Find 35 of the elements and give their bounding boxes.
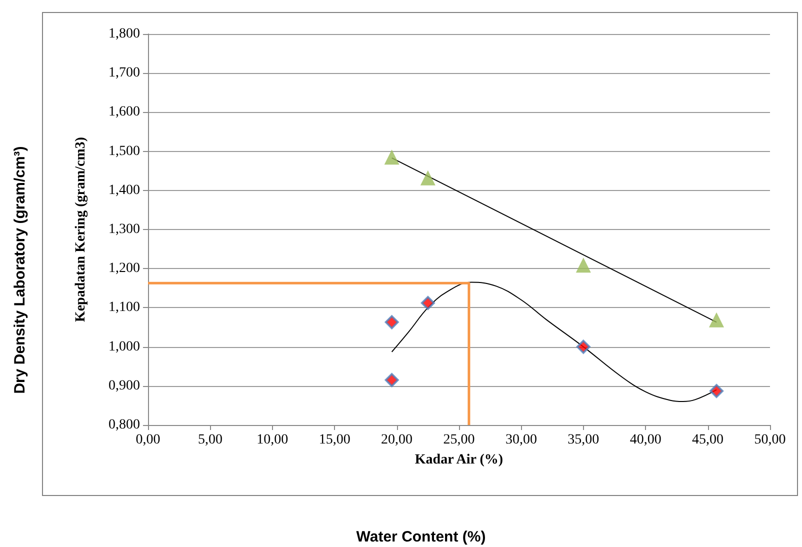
x-tick-label: 25,00	[443, 432, 475, 448]
x-tick-label: 40,00	[630, 432, 662, 448]
text: Water Content (%)	[356, 528, 486, 546]
point	[710, 384, 724, 398]
point	[420, 170, 436, 186]
point	[576, 340, 590, 354]
point	[576, 258, 591, 273]
y-tick-label: 1,800	[108, 26, 140, 42]
x-tick-label: 0,00	[136, 432, 160, 448]
text: Dry Density Laboratory (gram/cm³)	[12, 146, 28, 394]
point	[384, 315, 399, 330]
x-tick-label: 20,00	[381, 432, 413, 448]
x-tick-label: 35,00	[568, 432, 600, 448]
y-tick-label: 1,600	[108, 104, 140, 120]
x-axis-title: Kadar Air (%)	[414, 452, 504, 468]
x-tick-label: 45,00	[692, 432, 724, 448]
x-tick-label: 15,00	[318, 432, 350, 448]
y-tick-label: 1,000	[108, 339, 140, 354]
x-tick-label: 5,00	[198, 432, 222, 448]
y-tick-label: 1,300	[108, 222, 140, 237]
y-tick-label: 1,700	[108, 66, 140, 81]
x-tick-label: 10,00	[256, 432, 288, 448]
point	[709, 312, 724, 328]
y-tick-label: 0,800	[108, 418, 140, 432]
y-tick-label: 0,900	[108, 378, 140, 394]
y-tick-label: 1,400	[108, 182, 140, 198]
x-tick-label: 50,00	[754, 432, 786, 448]
y-tick-label: 1,100	[108, 300, 140, 316]
x-tick-label: 30,00	[505, 432, 537, 448]
point	[420, 296, 435, 310]
point	[384, 373, 399, 388]
y-tick-label: 1,200	[108, 261, 140, 276]
y-axis-title: Kepadatan Kering (gram/cm3)	[74, 136, 88, 322]
y-tick-label: 1,500	[108, 144, 140, 159]
point	[384, 150, 400, 165]
